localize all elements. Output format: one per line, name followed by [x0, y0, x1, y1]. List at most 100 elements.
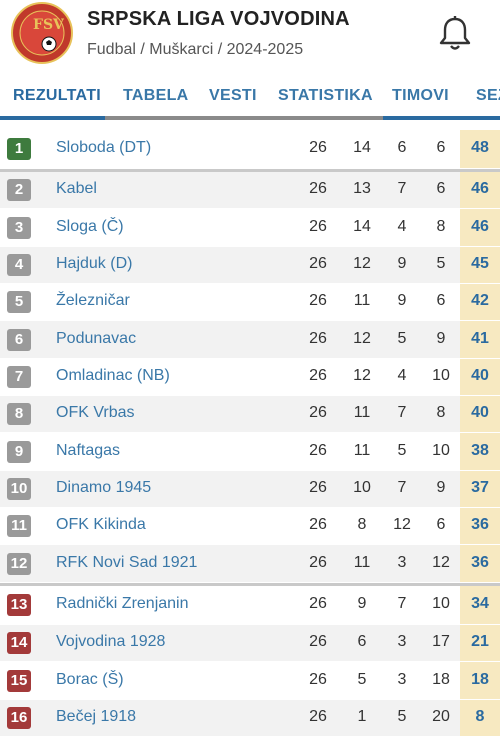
- won-count: 12: [353, 255, 371, 272]
- table-row[interactable]: 4 Hajduk (D) 26 12 9 5 45: [0, 247, 500, 284]
- draw-count: 3: [397, 671, 407, 688]
- played-count: 26: [309, 367, 327, 384]
- draw-count: 5: [397, 330, 407, 347]
- table-row[interactable]: 10 Dinamo 1945 26 10 7 9 37: [0, 471, 500, 508]
- points-value: 36: [471, 554, 489, 571]
- team-name-link[interactable]: Železničar: [56, 292, 130, 309]
- rank-badge: 9: [7, 441, 31, 463]
- points-value: 8: [475, 708, 485, 725]
- draw-count: 5: [397, 708, 407, 725]
- lost-count: 17: [432, 633, 450, 650]
- rank-badge: 15: [7, 670, 31, 692]
- tab-vesti[interactable]: VESTI: [209, 87, 257, 104]
- played-count: 26: [309, 554, 327, 571]
- played-count: 26: [309, 516, 327, 533]
- table-row[interactable]: 2 Kabel 26 13 7 6 46: [0, 169, 500, 209]
- points-column-bg: [460, 471, 500, 507]
- table-row[interactable]: 13 Radnički Zrenjanin 26 9 7 10 34: [0, 583, 500, 625]
- points-column-bg: [460, 247, 500, 283]
- tab-sezona[interactable]: SEZ: [476, 87, 500, 104]
- points-column-bg: [460, 700, 500, 736]
- points-column-bg: [460, 284, 500, 320]
- points-value: 37: [471, 479, 489, 496]
- team-name-link[interactable]: Bečej 1918: [56, 708, 137, 725]
- tab-timovi[interactable]: TIMOVI: [392, 87, 449, 104]
- played-count: 26: [309, 671, 327, 688]
- draw-count: 12: [393, 516, 411, 533]
- draw-count: 4: [397, 218, 407, 235]
- page-subtitle: Fudbal / Muškarci / 2024-2025: [87, 41, 304, 58]
- draw-count: 4: [397, 367, 407, 384]
- rank-badge: 13: [7, 594, 31, 616]
- draw-count: 7: [397, 180, 407, 197]
- rank-badge: 10: [7, 478, 31, 500]
- team-name-link[interactable]: RFK Novi Sad 1921: [56, 554, 198, 571]
- tab-rezultati[interactable]: REZULTATI: [13, 87, 102, 104]
- team-name-link[interactable]: Sloboda (DT): [56, 139, 152, 156]
- table-row[interactable]: 5 Železničar 26 11 9 6 42: [0, 284, 500, 321]
- tab-statistika[interactable]: STATISTIKA: [278, 87, 373, 104]
- team-name-link[interactable]: Radnički Zrenjanin: [56, 595, 189, 612]
- points-column-bg: [460, 545, 500, 582]
- app-header: FSV SRPSKA LIGA VOJVODINA Fudbal / Muška…: [0, 0, 500, 78]
- team-name-link[interactable]: Podunavac: [56, 330, 137, 347]
- tab-scroll-track: [0, 116, 383, 120]
- draw-count: 3: [397, 633, 407, 650]
- table-row[interactable]: 3 Sloga (Č) 26 14 4 8 46: [0, 209, 500, 247]
- standings-table: 1 Sloboda (DT) 26 14 6 6 48 2 Kabel 26 13 7 6 46 3 Slog…: [0, 130, 500, 737]
- lost-count: 9: [436, 330, 446, 347]
- played-count: 26: [309, 633, 327, 650]
- played-count: 26: [309, 479, 327, 496]
- table-row[interactable]: 8 OFK Vrbas 26 11 7 8 40: [0, 396, 500, 433]
- points-value: 18: [471, 671, 489, 688]
- bell-icon[interactable]: [438, 14, 472, 52]
- won-count: 11: [353, 292, 371, 309]
- points-value: 46: [471, 180, 489, 197]
- table-row[interactable]: 1 Sloboda (DT) 26 14 6 6 48: [0, 130, 500, 169]
- played-count: 26: [309, 708, 327, 725]
- points-value: 45: [471, 255, 489, 272]
- team-name-link[interactable]: OFK Kikinda: [56, 516, 146, 533]
- won-count: 5: [357, 671, 367, 688]
- played-count: 26: [309, 292, 327, 309]
- table-row[interactable]: 16 Bečej 1918 26 1 5 20 8: [0, 700, 500, 737]
- team-name-link[interactable]: Dinamo 1945: [56, 479, 152, 496]
- team-name-link[interactable]: Sloga (Č): [56, 218, 124, 235]
- table-row[interactable]: 6 Podunavac 26 12 5 9 41: [0, 321, 500, 359]
- team-name-link[interactable]: OFK Vrbas: [56, 404, 135, 421]
- page-title: SRPSKA LIGA VOJVODINA: [87, 8, 350, 30]
- league-logo: FSV: [11, 2, 73, 64]
- tab-tabela[interactable]: TABELA: [123, 87, 189, 104]
- lost-count: 8: [436, 404, 446, 421]
- tab-active-indicator: [0, 116, 105, 120]
- won-count: 12: [353, 330, 371, 347]
- table-row[interactable]: 15 Borac (Š) 26 5 3 18 18: [0, 662, 500, 700]
- played-count: 26: [309, 180, 327, 197]
- table-row[interactable]: 9 Naftagas 26 11 5 10 38: [0, 433, 500, 471]
- played-count: 26: [309, 255, 327, 272]
- draw-count: 3: [397, 554, 407, 571]
- team-name-link[interactable]: Omladinac (NB): [56, 367, 170, 384]
- points-value: 42: [471, 292, 489, 309]
- table-row[interactable]: 14 Vojvodina 1928 26 6 3 17 21: [0, 625, 500, 662]
- lost-count: 10: [432, 595, 450, 612]
- rank-badge: 5: [7, 291, 31, 313]
- points-column-bg: [460, 321, 500, 358]
- lost-count: 6: [436, 180, 446, 197]
- draw-count: 9: [397, 255, 407, 272]
- team-name-link[interactable]: Kabel: [56, 180, 97, 197]
- table-row[interactable]: 7 Omladinac (NB) 26 12 4 10 40: [0, 359, 500, 396]
- won-count: 12: [353, 367, 371, 384]
- team-name-link[interactable]: Hajduk (D): [56, 255, 133, 272]
- team-name-link[interactable]: Vojvodina 1928: [56, 633, 166, 650]
- won-count: 13: [353, 180, 371, 197]
- table-row[interactable]: 12 RFK Novi Sad 1921 26 11 3 12 36: [0, 545, 500, 583]
- draw-count: 6: [397, 139, 407, 156]
- team-name-link[interactable]: Borac (Š): [56, 671, 124, 688]
- won-count: 9: [357, 595, 367, 612]
- rank-badge: 16: [7, 707, 31, 729]
- points-column-bg: [460, 209, 500, 246]
- points-value: 36: [471, 516, 489, 533]
- team-name-link[interactable]: Naftagas: [56, 442, 121, 459]
- table-row[interactable]: 11 OFK Kikinda 26 8 12 6 36: [0, 508, 500, 545]
